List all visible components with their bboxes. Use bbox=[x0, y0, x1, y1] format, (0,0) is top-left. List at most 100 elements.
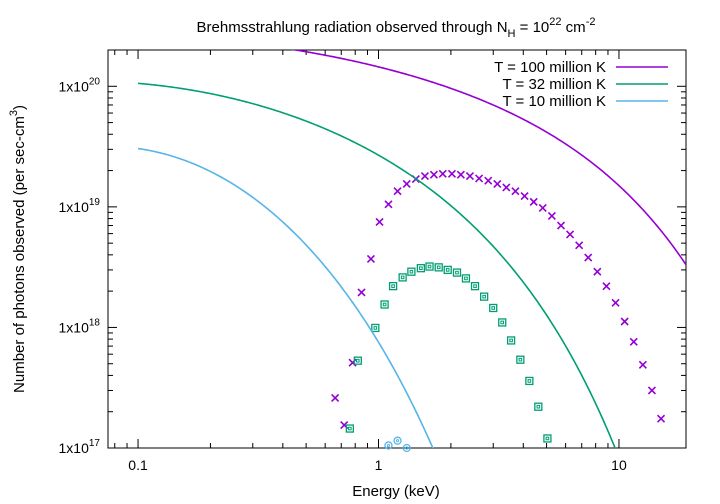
cross-stroke bbox=[357, 288, 366, 297]
series-point-cross bbox=[611, 298, 620, 307]
box-inner bbox=[545, 436, 550, 441]
cross-stroke bbox=[493, 179, 502, 188]
series-point-circle bbox=[402, 443, 411, 453]
cross-stroke bbox=[638, 360, 647, 369]
series-point-box bbox=[506, 336, 516, 345]
box-outer bbox=[498, 318, 507, 327]
chart-title: Brehmsstrahlung radiation observed throu… bbox=[197, 16, 596, 40]
cross-stroke bbox=[502, 183, 511, 192]
series-point-box bbox=[371, 323, 380, 333]
circle-inner bbox=[405, 446, 409, 450]
circle-outer bbox=[384, 441, 393, 450]
series-point-cross bbox=[575, 241, 584, 250]
plot-frame bbox=[107, 49, 687, 449]
series-point-cross bbox=[393, 187, 402, 196]
cross-stroke bbox=[647, 386, 656, 395]
x-tick-label: 1 bbox=[375, 457, 383, 473]
series-point-box bbox=[498, 318, 507, 327]
series-point-circle bbox=[384, 441, 393, 450]
box-inner bbox=[464, 276, 468, 281]
cross-stroke bbox=[538, 203, 547, 212]
series-line bbox=[290, 50, 686, 266]
cross-stroke bbox=[366, 254, 375, 263]
cross-stroke bbox=[484, 176, 493, 185]
cross-stroke bbox=[375, 217, 384, 226]
cross-stroke bbox=[465, 172, 474, 181]
series-point-cross bbox=[384, 200, 393, 209]
legend-label: T = 32 million K bbox=[502, 76, 606, 93]
box-outer bbox=[434, 263, 443, 272]
y-tick-label-exponent: 18 bbox=[89, 317, 101, 328]
series-point-cross bbox=[429, 170, 438, 179]
cross-stroke bbox=[584, 253, 593, 262]
series-point-cross bbox=[447, 169, 456, 178]
series-point-box bbox=[443, 265, 452, 275]
series-point-cross bbox=[375, 217, 384, 226]
circle-inner bbox=[386, 443, 391, 448]
cross-stroke bbox=[393, 187, 402, 196]
cross-stroke bbox=[611, 298, 620, 307]
box-outer bbox=[534, 402, 543, 411]
box-outer bbox=[388, 281, 398, 291]
series-point-cross bbox=[438, 169, 447, 178]
box-outer bbox=[353, 356, 362, 365]
box-outer bbox=[443, 265, 452, 275]
box-outer bbox=[489, 303, 498, 313]
series-point-cross bbox=[584, 253, 593, 262]
series-point-circle bbox=[393, 436, 402, 445]
y-tick-label-base: 1x10 bbox=[59, 78, 90, 94]
box-inner bbox=[473, 284, 477, 288]
series-line bbox=[137, 147, 434, 448]
cross-stroke bbox=[340, 420, 349, 430]
series-point-cross bbox=[493, 179, 502, 188]
series-point-cross bbox=[556, 221, 566, 230]
series-point-cross bbox=[620, 317, 629, 326]
series-point-cross bbox=[593, 267, 602, 276]
box-outer bbox=[525, 376, 534, 386]
box-inner bbox=[436, 265, 441, 270]
series-point-box bbox=[525, 376, 534, 386]
box-inner bbox=[445, 268, 450, 272]
series-point-box bbox=[353, 356, 362, 365]
cross-stroke bbox=[420, 172, 430, 181]
y-tick-label-exponent: 20 bbox=[89, 76, 101, 87]
y-tick-label: 1x1018 bbox=[59, 317, 101, 335]
cross-stroke bbox=[629, 337, 638, 346]
series-point-cross bbox=[475, 174, 484, 183]
y-tick-label: 1x1020 bbox=[59, 76, 101, 94]
legend-label: T = 100 million K bbox=[494, 59, 606, 76]
series-point-cross bbox=[456, 170, 465, 179]
series-point-cross bbox=[529, 197, 538, 206]
series-point-box bbox=[479, 292, 489, 301]
y-tick-label-base: 1x10 bbox=[59, 319, 90, 335]
box-inner bbox=[373, 326, 378, 330]
legend: T = 100 million KT = 32 million KT = 10 … bbox=[494, 59, 668, 110]
box-outer bbox=[407, 267, 416, 276]
series-point-box bbox=[425, 262, 434, 271]
box-outer bbox=[425, 262, 434, 271]
cross-stroke bbox=[438, 169, 447, 178]
box-outer bbox=[506, 336, 516, 345]
box-inner bbox=[482, 294, 486, 299]
box-inner bbox=[355, 358, 360, 363]
cross-stroke bbox=[529, 197, 538, 206]
cross-stroke bbox=[620, 317, 629, 326]
series-point-cross bbox=[402, 179, 411, 188]
series-point-box bbox=[543, 434, 552, 443]
series-point-box bbox=[470, 281, 480, 291]
cross-stroke bbox=[456, 170, 465, 179]
circle-inner bbox=[395, 439, 400, 443]
box-outer bbox=[416, 264, 426, 273]
x-axis-label: Energy (keV) bbox=[352, 483, 440, 500]
circle-outer bbox=[393, 436, 402, 445]
series-point-box bbox=[461, 274, 471, 283]
cross-stroke bbox=[520, 191, 529, 201]
series-point-cross bbox=[331, 393, 340, 403]
box-outer bbox=[345, 424, 354, 433]
series-point-cross bbox=[547, 211, 556, 221]
series-point-cross bbox=[629, 337, 638, 346]
series-point-cross bbox=[565, 230, 575, 239]
box-outer bbox=[516, 355, 525, 364]
box-inner bbox=[409, 269, 414, 274]
cross-stroke bbox=[511, 187, 520, 196]
